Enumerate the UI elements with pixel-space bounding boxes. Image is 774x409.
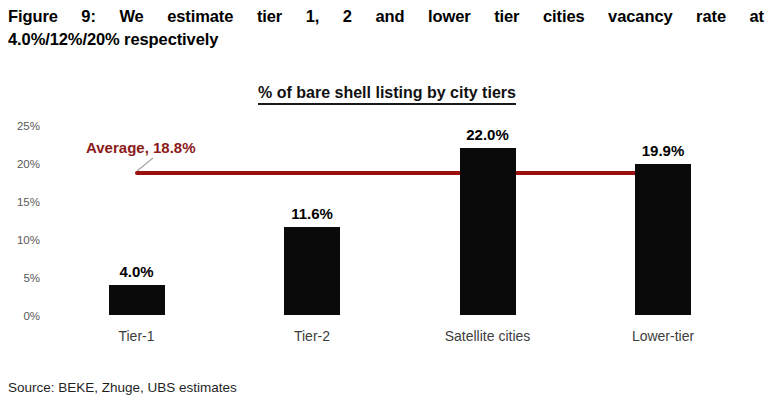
y-axis-tick-label: 0% [0, 309, 40, 323]
bar-tier-2 [284, 227, 340, 315]
bar-satellite-cities [460, 148, 516, 315]
bar-lower-tier [635, 164, 691, 315]
y-axis-tick-label: 25% [0, 119, 40, 133]
y-axis-tick-label: 10% [0, 233, 40, 247]
average-label: Average, 18.8% [86, 139, 196, 156]
x-axis-category-label: Tier-1 [50, 328, 224, 344]
average-line [135, 171, 664, 175]
x-axis-category-label: Tier-2 [225, 328, 399, 344]
y-axis-tick-label: 5% [0, 271, 40, 285]
bar-value-label: 19.9% [603, 142, 723, 159]
x-axis-category-label: Satellite cities [401, 328, 575, 344]
y-axis-tick-label: 15% [0, 195, 40, 209]
bar-value-label: 11.6% [252, 205, 372, 222]
bar-chart-plot-area: Average, 18.8% 0% 5% 10% 15% 20% 25% 4.0% Tier-… [0, 0, 774, 409]
x-axis-category-label: Lower-tier [576, 328, 750, 344]
bar-tier-1 [109, 285, 165, 315]
source-text: Source: BEKE, Zhuge, UBS estimates [8, 380, 237, 395]
bar-value-label: 22.0% [428, 126, 548, 143]
bar-value-label: 4.0% [77, 263, 197, 280]
y-axis-tick-label: 20% [0, 157, 40, 171]
